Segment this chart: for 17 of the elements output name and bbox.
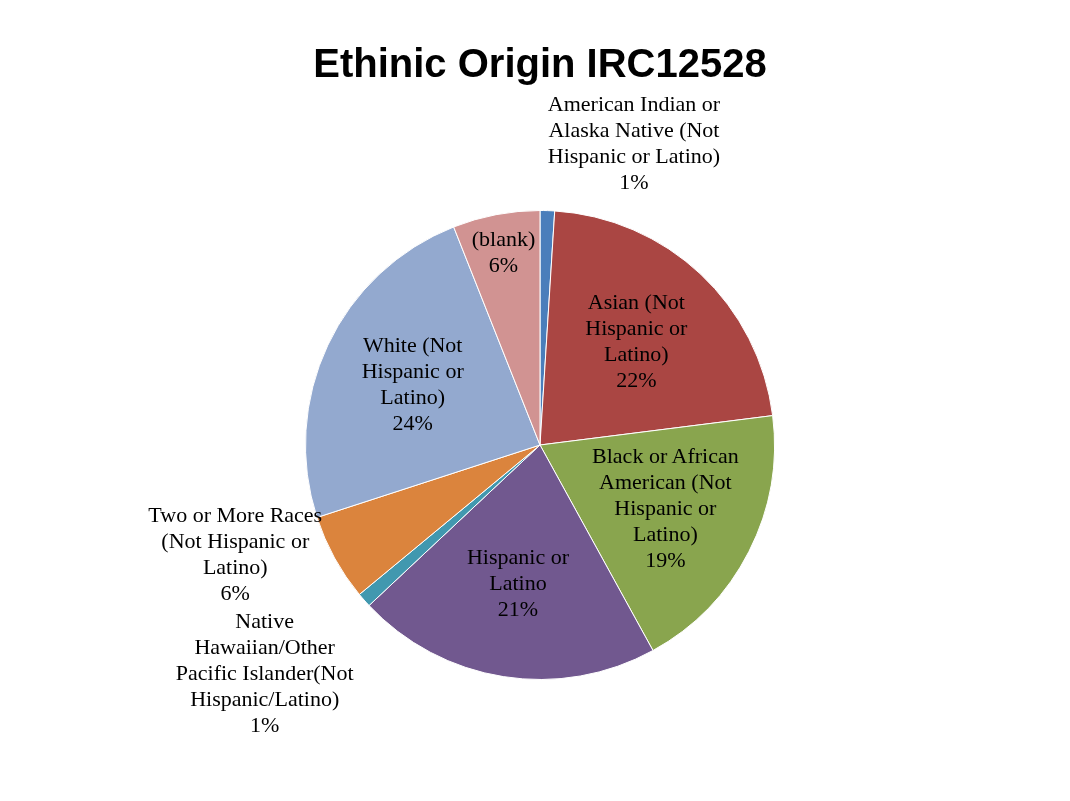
data-label: 19% — [645, 546, 686, 572]
data-label: 1% — [250, 712, 280, 738]
slice-label: Native Hawaiian/Other Pacific Islander(Not Hispanic/Latino) — [175, 608, 354, 712]
slice-label: White (Not Hispanic or Latino) — [361, 331, 465, 409]
slice-label: Two or More Races (Not Hispanic or Latino) — [148, 502, 323, 580]
data-label: 6% — [488, 252, 519, 278]
data-label: 21% — [497, 595, 539, 621]
data-label: 1% — [619, 169, 649, 195]
slice-label: Black or African American (Not Hispanic or Latino) — [592, 442, 739, 546]
slice-label: (blank) — [471, 226, 536, 252]
slice-label: Hispanic or Latino — [466, 543, 570, 595]
data-label: 22% — [616, 367, 657, 393]
slice-label: Asian (Not Hispanic or Latino) — [585, 289, 688, 367]
data-label: 24% — [392, 409, 433, 435]
slice-label: American Indian or Alaska Native (Not Hispanic or Latino) — [547, 91, 721, 169]
chart-title: Ethinic Origin IRC12528 — [313, 41, 767, 86]
data-label: 6% — [220, 580, 250, 606]
